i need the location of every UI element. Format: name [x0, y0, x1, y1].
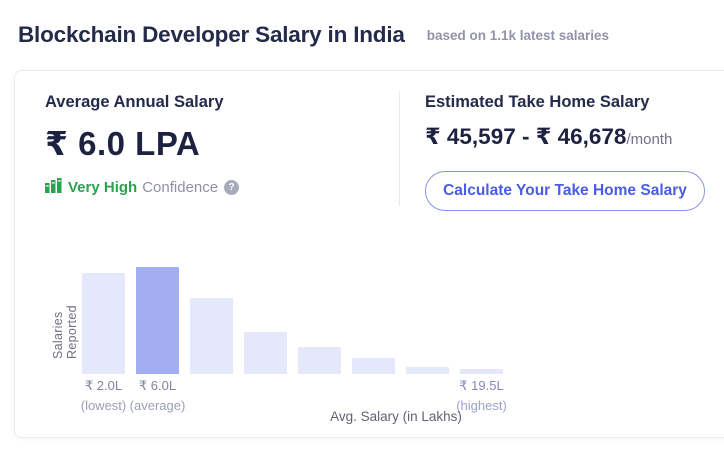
- page-subtitle: based on 1.1k latest salaries: [426, 28, 610, 43]
- page-title: Blockchain Developer Salary in India: [18, 22, 405, 47]
- histogram-bar[interactable]: [82, 273, 125, 374]
- confidence-row: Very High Confidence ?: [45, 178, 240, 197]
- histogram-bar[interactable]: [406, 367, 449, 374]
- salary-summary-card: Average Annual Salary ₹ 6.0 LPA Very Hig…: [14, 70, 724, 438]
- chart-x-axis-label: Avg. Salary (in Lakhs): [330, 409, 462, 424]
- vertical-divider: [399, 91, 400, 206]
- annotation-value: ₹ 2.0L: [84, 378, 123, 393]
- bar-chart-icon: [45, 178, 62, 197]
- bar-annotation: ₹ 6.0L (average): [110, 378, 206, 413]
- annotation-value: ₹ 19.5L: [459, 378, 504, 393]
- salary-histogram: [82, 267, 512, 374]
- average-salary-section: Average Annual Salary ₹ 6.0 LPA Very Hig…: [45, 93, 240, 197]
- histogram-bar[interactable]: [298, 347, 341, 374]
- annotation-tag: (lowest): [80, 398, 127, 413]
- confidence-label: Confidence: [142, 179, 219, 196]
- confidence-level: Very High: [68, 179, 138, 196]
- page-header: Blockchain Developer Salary in India base…: [18, 22, 609, 48]
- question-mark-icon[interactable]: ?: [224, 180, 240, 195]
- chart-y-axis-label: Salaries Reported: [51, 305, 79, 359]
- take-home-salary-period: /month: [626, 131, 673, 148]
- histogram-bar[interactable]: [244, 332, 287, 374]
- calculate-take-home-button[interactable]: Calculate Your Take Home Salary: [425, 171, 705, 211]
- annotation-value: ₹ 6.0L: [138, 378, 177, 393]
- bar-annotation: ₹ 2.0L (lowest): [56, 378, 152, 413]
- take-home-salary-section: Estimated Take Home Salary ₹ 45,597 - ₹ …: [425, 93, 705, 211]
- histogram-bar[interactable]: [460, 369, 503, 374]
- annotation-tag: (average): [129, 398, 186, 413]
- histogram-bar[interactable]: [190, 298, 233, 374]
- histogram-annotations: ₹ 2.0L (lowest) ₹ 6.0L (average) ₹ 19.5L (hig…: [81, 378, 512, 428]
- histogram-bar[interactable]: [352, 358, 395, 374]
- take-home-salary-value: ₹ 45,597 - ₹ 46,678: [425, 124, 627, 149]
- average-salary-value: ₹ 6.0 LPA: [45, 125, 201, 162]
- take-home-salary-value-row: ₹ 45,597 - ₹ 46,678/month: [425, 124, 705, 150]
- average-salary-label: Average Annual Salary: [45, 93, 224, 111]
- bar-annotation: ₹ 19.5L (highest): [434, 378, 530, 413]
- take-home-salary-label: Estimated Take Home Salary: [425, 93, 650, 111]
- histogram-bar[interactable]: [136, 267, 179, 374]
- annotation-tag: (highest): [456, 398, 507, 413]
